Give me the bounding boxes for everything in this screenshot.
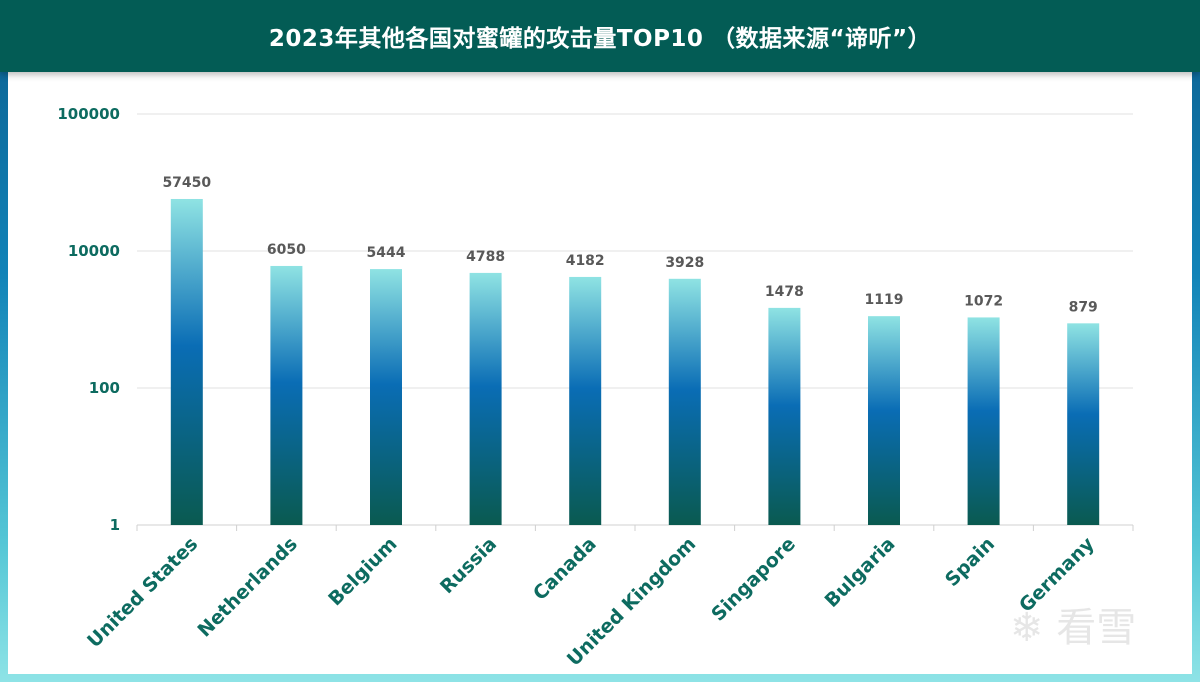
- x-tick-label: Belgium: [324, 533, 401, 610]
- bar: [569, 276, 602, 525]
- bar: [967, 317, 1000, 525]
- chart-title: 2023年其他各国对蜜罐的攻击量TOP10 （数据来源“谛听”）: [268, 26, 932, 52]
- data-label: 4788: [466, 249, 505, 265]
- data-label: 1478: [765, 284, 804, 300]
- x-tick-label: Bulgaria: [821, 533, 900, 612]
- x-tick-label: Netherlands: [193, 533, 301, 641]
- data-label: 6050: [267, 242, 306, 258]
- x-tick-label: Spain: [941, 533, 999, 591]
- bar: [469, 272, 502, 525]
- data-label: 3928: [665, 255, 704, 271]
- bar: [370, 269, 402, 525]
- data-label: 4182: [566, 253, 605, 269]
- data-label: 1072: [964, 293, 1003, 309]
- watermark-logo: ❄ 看雪: [1010, 605, 1137, 651]
- data-label: 1119: [865, 292, 904, 308]
- x-tick-label: United States: [83, 533, 202, 652]
- data-label: 879: [1069, 299, 1098, 315]
- y-tick-label: 10000: [68, 242, 120, 260]
- x-tick-label: Russia: [436, 533, 501, 598]
- bar: [768, 307, 801, 525]
- bar: [868, 316, 900, 525]
- title-bar: 2023年其他各国对蜜罐的攻击量TOP10 （数据来源“谛听”）: [0, 0, 1200, 72]
- x-tick-label: Canada: [529, 533, 601, 605]
- x-tick-label: Singapore: [707, 533, 800, 626]
- data-label: 5444: [367, 245, 406, 261]
- bar: [668, 278, 701, 525]
- bar: [270, 265, 303, 525]
- bar: [1067, 323, 1100, 525]
- y-tick-label: 100: [89, 379, 120, 397]
- y-tick-label: 100000: [57, 105, 120, 123]
- bar: [170, 198, 203, 525]
- data-label: 57450: [162, 175, 211, 191]
- watermark-text: 看雪: [1056, 605, 1137, 651]
- y-tick-label: 1: [110, 516, 120, 534]
